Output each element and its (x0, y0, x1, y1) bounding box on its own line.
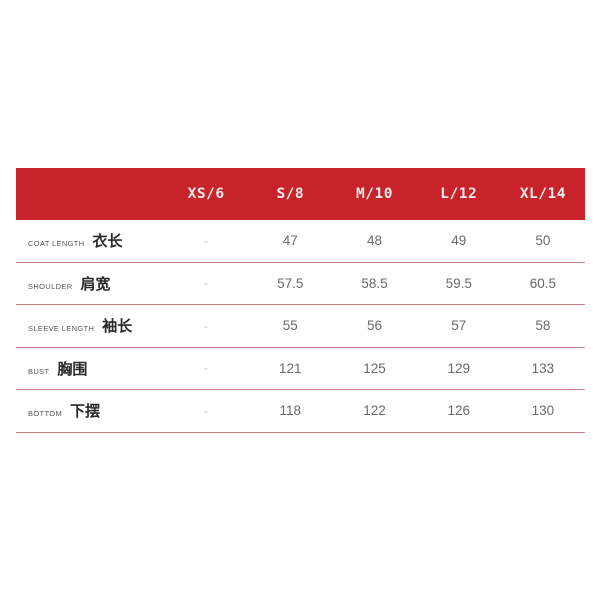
column-header-m: M/10 (356, 186, 393, 202)
row-label-en: SHOULDER (28, 281, 73, 291)
size-chart-table: XS/6 S/8 M/10 L/12 XL/14 COAT LENGTH 衣长 … (16, 168, 585, 433)
row-label-zh: 肩宽 (80, 274, 111, 293)
cell-coat-length-m: 48 (366, 233, 383, 249)
cell-bust-xs: - (204, 361, 209, 376)
cell-bust-s: 121 (279, 360, 302, 376)
cell-shoulder-xl: 60.5 (529, 275, 557, 291)
row-label-shoulder: SHOULDER 肩宽 (16, 273, 164, 294)
cell-sleeve-length-m: 56 (366, 318, 383, 334)
cell-bust-m: 125 (363, 360, 386, 376)
row-label-zh: 袖长 (102, 317, 133, 336)
cell-shoulder-s: 57.5 (277, 275, 304, 291)
cell-bust-l: 129 (447, 360, 470, 376)
cell-bottom-xs: - (204, 403, 209, 418)
cell-bottom-l: 126 (447, 403, 470, 419)
table-row: BOTTOM 下摆 - 118 122 126 130 (16, 390, 585, 433)
cell-coat-length-s: 47 (282, 233, 298, 249)
column-header-s: S/8 (276, 186, 305, 202)
cell-coat-length-l: 49 (451, 233, 467, 249)
row-label-zh: 衣长 (92, 232, 123, 251)
table-row: BUST 胸围 - 121 125 129 133 (16, 347, 585, 390)
column-header-xs: XS/6 (187, 186, 225, 202)
cell-sleeve-length-s: 55 (282, 318, 298, 334)
table-row: SHOULDER 肩宽 - 57.5 58.5 59.5 60.5 (16, 262, 585, 305)
row-label-en: SLEEVE LENGTH (28, 324, 95, 334)
row-label-zh: 下摆 (70, 402, 101, 421)
row-label-en: COAT LENGTH (28, 239, 85, 249)
row-label-bottom: BOTTOM 下摆 (16, 400, 164, 421)
cell-coat-length-xl: 50 (535, 233, 551, 249)
row-label-bust: BUST 胸围 (16, 358, 164, 379)
cell-sleeve-length-xs: - (204, 318, 209, 333)
cell-coat-length-xs: - (204, 233, 209, 248)
row-label-en: BUST (28, 366, 50, 376)
cell-bottom-m: 122 (363, 403, 386, 419)
cell-bust-xl: 133 (531, 360, 555, 376)
cell-shoulder-l: 59.5 (445, 275, 472, 291)
column-header-l: L/12 (440, 186, 478, 202)
cell-shoulder-xs: - (204, 276, 209, 291)
row-label-zh: 胸围 (57, 359, 88, 378)
table-row: COAT LENGTH 衣长 - 47 48 49 50 (16, 220, 585, 263)
column-header-xl: XL/14 (519, 186, 566, 202)
cell-bottom-xl: 130 (531, 403, 555, 419)
row-label-en: BOTTOM (28, 409, 63, 419)
cell-sleeve-length-l: 57 (451, 318, 467, 334)
row-label-coat-length: COAT LENGTH 衣长 (16, 230, 164, 251)
cell-bottom-s: 118 (279, 403, 302, 419)
cell-shoulder-m: 58.5 (361, 275, 388, 291)
row-label-sleeve-length: SLEEVE LENGTH 袖长 (16, 315, 164, 336)
cell-sleeve-length-xl: 58 (535, 318, 551, 334)
table-header-row: XS/6 S/8 M/10 L/12 XL/14 (16, 168, 585, 220)
table-row: SLEEVE LENGTH 袖长 - 55 56 57 58 (16, 305, 585, 348)
